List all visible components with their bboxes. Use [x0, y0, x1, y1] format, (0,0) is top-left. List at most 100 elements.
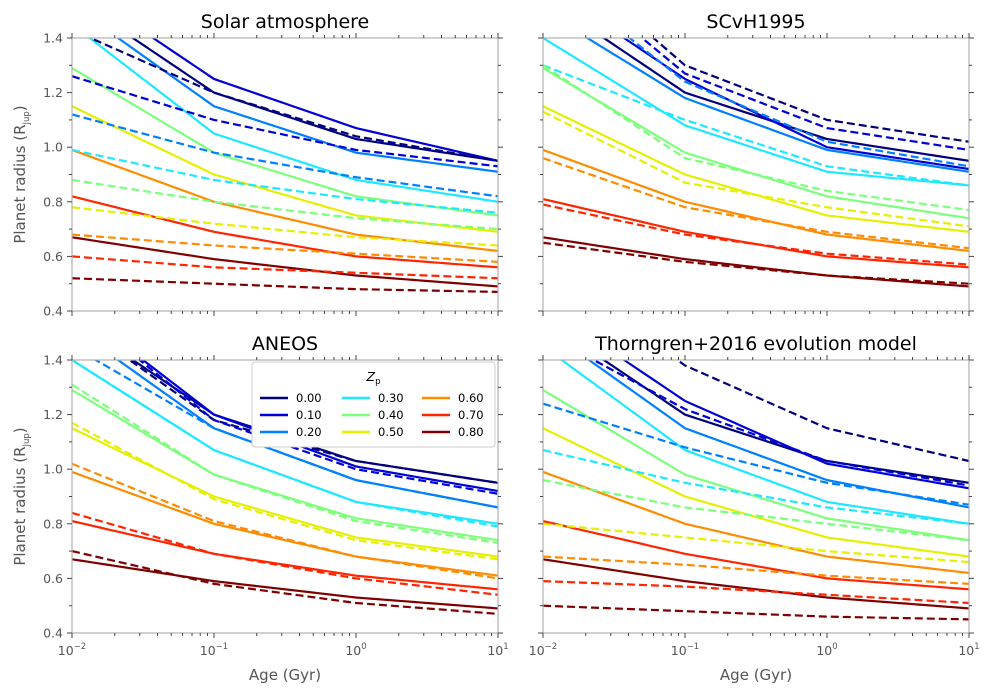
- legend-label: 0.70: [458, 408, 484, 422]
- legend-label: 0.20: [296, 425, 322, 439]
- series-line-solid-z020: [116, 38, 498, 173]
- legend-box: [251, 361, 496, 448]
- series-line-solid-z080: [72, 558, 498, 610]
- y-tick-label: 0.4: [43, 626, 63, 641]
- series-line-dashed-z000: [675, 360, 969, 463]
- series-group: [543, 38, 969, 288]
- series-line-dashed-z030: [543, 449, 969, 525]
- series-line-dashed-z070: [72, 511, 498, 596]
- legend-label: 0.00: [296, 391, 322, 405]
- series-line-solid-z060: [72, 148, 498, 253]
- legend: Zp 0.00 0.10 0.20 0.30 0.40 0.50 0.60 0.70 0.80: [251, 361, 496, 448]
- series-line-dashed-z060: [72, 233, 498, 263]
- series-line-dashed-z000: [87, 38, 498, 162]
- x-tick-label: 100: [345, 642, 366, 658]
- series-line-solid-z020: [585, 38, 969, 173]
- series-line-solid-z080: [72, 236, 498, 288]
- panel-2: SCvH1995: [538, 11, 974, 316]
- series-line-dashed-z020: [93, 360, 498, 509]
- series-line-dashed-z010: [72, 75, 498, 168]
- series-line-solid-z050: [72, 105, 498, 233]
- x-tick-label: 10−1: [671, 642, 699, 658]
- legend-title: Zp: [366, 369, 381, 387]
- x-axis-label: Age (Gyr): [249, 666, 321, 684]
- series-line-solid-z070: [72, 195, 498, 269]
- series-group: [543, 360, 969, 621]
- y-tick-label: 1.4: [43, 31, 63, 46]
- x-tick-label: 100: [816, 642, 837, 658]
- series-line-solid-z010: [622, 360, 969, 490]
- y-tick-label: 1.0: [43, 140, 63, 155]
- series-line-dashed-z000: [651, 38, 969, 143]
- series-line-solid-z080: [543, 558, 969, 610]
- series-line-dashed-z080: [72, 277, 498, 293]
- legend-label: 0.80: [458, 425, 484, 439]
- series-line-solid-z010: [151, 38, 498, 162]
- series-line-solid-z000: [130, 38, 498, 162]
- series-line-dashed-z060: [543, 555, 969, 585]
- series-line-solid-z030: [87, 38, 498, 203]
- panel-1: 0.4 0.6 0.8 1.0 1.2 1.4 Solar atmosphere Planet…: [11, 11, 503, 319]
- y-axis-label: Planet radius (RJup): [11, 427, 32, 565]
- series-line-solid-z080: [543, 236, 969, 288]
- series-line-solid-z070: [72, 519, 498, 591]
- series-line-solid-z060: [543, 470, 969, 575]
- series-line-solid-z070: [543, 519, 969, 591]
- legend-label: 0.40: [378, 408, 404, 422]
- panel-4: 10−2 10−1 100 101 Thorngren+2016 evolution m…: [529, 333, 980, 684]
- series-line-dashed-z060: [72, 462, 498, 580]
- y-axis-label: Planet radius (RJup): [11, 105, 32, 243]
- y-tick-label: 1.4: [43, 353, 63, 368]
- y-tick-label: 1.2: [43, 85, 63, 100]
- legend-label: 0.60: [458, 391, 484, 405]
- panel-title: SCvH1995: [706, 11, 805, 33]
- x-axis-label: Age (Gyr): [720, 666, 792, 684]
- series-group: [72, 38, 498, 293]
- panel-title: ANEOS: [252, 333, 318, 355]
- series-line-solid-z000: [601, 360, 969, 484]
- series-line-solid-z040: [72, 67, 498, 217]
- series-line-solid-z030: [559, 360, 969, 525]
- series-line-dashed-z000: [127, 360, 498, 484]
- series-line-solid-z000: [601, 38, 969, 162]
- y-tick-label: 1.2: [43, 407, 63, 422]
- series-line-solid-z040: [72, 389, 498, 542]
- series-line-dashed-z020: [72, 113, 498, 198]
- y-tick-label: 0.4: [43, 304, 63, 319]
- y-tick-label: 0.8: [43, 516, 63, 531]
- x-tick-label: 10−2: [529, 642, 557, 658]
- x-tick-label: 10−2: [58, 642, 86, 658]
- series-line-dashed-z040: [543, 64, 969, 212]
- series-line-solid-z030: [543, 38, 969, 187]
- series-line-solid-z050: [72, 427, 498, 558]
- panel-title: Thorngren+2016 evolution model: [594, 333, 917, 355]
- series-line-dashed-z050: [72, 421, 498, 561]
- series-group: [72, 360, 498, 615]
- series-line-solid-z060: [72, 470, 498, 577]
- series-line-dashed-z070: [543, 203, 969, 266]
- series-line-dashed-z040: [72, 383, 498, 544]
- y-tick-label: 1.0: [43, 462, 63, 477]
- series-line-solid-z040: [543, 389, 969, 542]
- x-tick-label: 10−1: [200, 642, 228, 658]
- series-line-solid-z060: [543, 148, 969, 253]
- x-tick-label: 101: [958, 642, 979, 658]
- series-line-dashed-z010: [591, 360, 969, 487]
- series-line-dashed-z020: [543, 402, 969, 506]
- series-line-dashed-z030: [72, 360, 498, 528]
- series-line-dashed-z070: [72, 255, 498, 280]
- y-tick-label: 0.8: [43, 194, 63, 209]
- series-line-dashed-z020: [627, 38, 969, 168]
- series-line-solid-z010: [622, 38, 969, 171]
- series-line-dashed-z040: [543, 479, 969, 542]
- series-line-dashed-z050: [543, 110, 969, 228]
- series-line-dashed-z010: [640, 38, 969, 152]
- legend-label: 0.50: [378, 425, 404, 439]
- y-tick-label: 0.6: [43, 571, 63, 586]
- series-line-dashed-z030: [543, 64, 969, 187]
- series-line-dashed-z080: [72, 550, 498, 615]
- x-tick-label: 101: [487, 642, 508, 658]
- legend-label: 0.10: [296, 408, 322, 422]
- series-line-solid-z050: [543, 427, 969, 558]
